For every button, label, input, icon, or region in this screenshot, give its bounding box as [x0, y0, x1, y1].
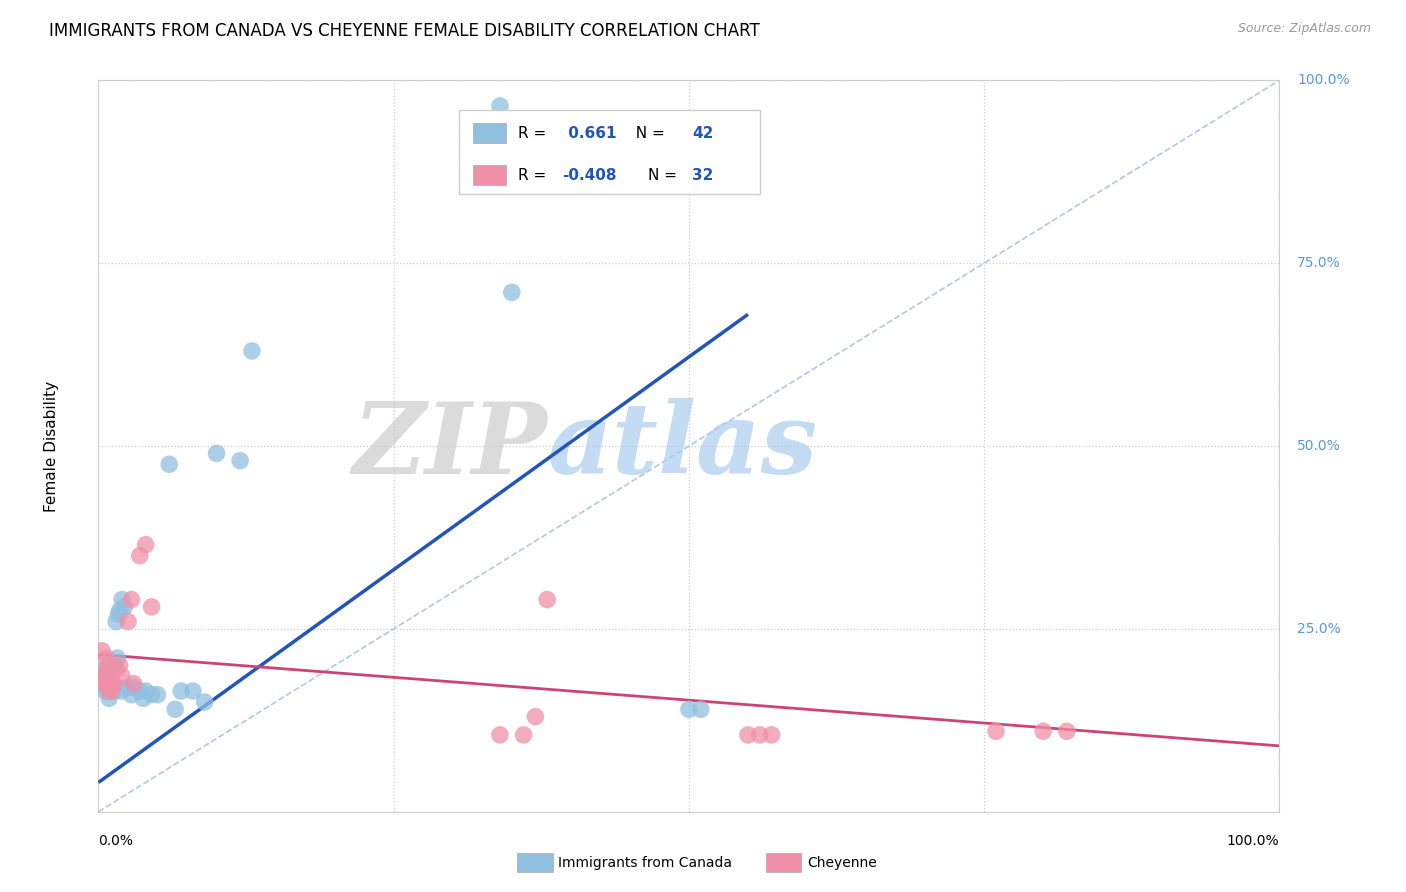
Text: 0.0%: 0.0%	[98, 834, 134, 847]
Text: -0.408: -0.408	[562, 168, 617, 183]
Point	[91, 676, 114, 690]
Point	[689, 702, 711, 716]
Point	[181, 684, 204, 698]
Bar	[472, 165, 506, 186]
Point	[141, 599, 163, 614]
Text: 0.661: 0.661	[562, 126, 616, 141]
Text: N =: N =	[648, 168, 682, 183]
Point	[98, 684, 121, 698]
Point	[105, 615, 128, 629]
Point	[103, 676, 125, 690]
Point	[141, 688, 163, 702]
Point	[121, 592, 143, 607]
Point	[512, 728, 534, 742]
Point	[94, 662, 117, 676]
Point	[94, 684, 117, 698]
Text: 75.0%: 75.0%	[1298, 256, 1341, 270]
Point	[135, 684, 157, 698]
Point	[170, 684, 193, 698]
Point	[536, 592, 558, 607]
Point	[91, 669, 114, 683]
Point	[501, 285, 523, 300]
Point	[489, 99, 512, 113]
Point	[101, 662, 124, 676]
Point	[128, 684, 150, 698]
Point	[103, 684, 125, 698]
Point	[96, 669, 118, 683]
Point	[98, 662, 121, 676]
Point	[761, 728, 783, 742]
Text: Immigrants from Canada: Immigrants from Canada	[558, 855, 733, 870]
Point	[105, 662, 128, 676]
Point	[107, 607, 129, 622]
Text: N =: N =	[626, 126, 671, 141]
Text: 100.0%: 100.0%	[1298, 73, 1350, 87]
Point	[678, 702, 700, 716]
Point	[165, 702, 187, 716]
Text: 100.0%: 100.0%	[1227, 834, 1279, 847]
Point	[737, 728, 759, 742]
FancyBboxPatch shape	[458, 110, 759, 194]
Point	[96, 651, 118, 665]
Text: ZIP: ZIP	[353, 398, 547, 494]
Point	[122, 681, 145, 695]
Point	[748, 728, 770, 742]
Point	[1056, 724, 1078, 739]
Point	[121, 688, 143, 702]
Bar	[472, 123, 506, 144]
Point	[524, 709, 547, 723]
Point	[112, 599, 135, 614]
Text: atlas: atlas	[547, 398, 817, 494]
Point	[100, 684, 122, 698]
Point	[111, 669, 134, 683]
Point	[110, 684, 132, 698]
Point	[157, 457, 180, 471]
Point	[117, 615, 139, 629]
Text: Cheyenne: Cheyenne	[807, 855, 877, 870]
Point	[96, 676, 118, 690]
Point	[108, 658, 131, 673]
Point	[97, 684, 120, 698]
Text: 32: 32	[693, 168, 714, 183]
Point	[93, 676, 115, 690]
Point	[97, 676, 120, 690]
Point	[104, 658, 127, 673]
Text: 25.0%: 25.0%	[1298, 622, 1341, 636]
Point	[229, 453, 252, 467]
Point	[122, 676, 145, 690]
Text: 42: 42	[693, 126, 714, 141]
Text: R =: R =	[517, 126, 551, 141]
Point	[98, 676, 121, 690]
Point	[489, 728, 512, 742]
Text: Source: ZipAtlas.com: Source: ZipAtlas.com	[1237, 22, 1371, 36]
Point	[1032, 724, 1054, 739]
Point	[98, 676, 121, 690]
Point	[91, 644, 114, 658]
Point	[97, 658, 120, 673]
Point	[101, 676, 124, 690]
Text: 50.0%: 50.0%	[1298, 439, 1341, 453]
Point	[97, 662, 120, 676]
Point	[93, 669, 115, 683]
Point	[105, 651, 128, 665]
Point	[111, 592, 134, 607]
Point	[146, 688, 169, 702]
Point	[984, 724, 1007, 739]
Point	[205, 446, 228, 460]
Point	[240, 343, 263, 358]
Point	[91, 669, 114, 683]
Point	[128, 549, 150, 563]
Point	[100, 684, 122, 698]
Point	[94, 676, 117, 690]
Text: Female Disability: Female Disability	[44, 380, 59, 512]
Text: R =: R =	[517, 168, 551, 183]
Text: IMMIGRANTS FROM CANADA VS CHEYENNE FEMALE DISABILITY CORRELATION CHART: IMMIGRANTS FROM CANADA VS CHEYENNE FEMAL…	[49, 22, 761, 40]
Point	[108, 603, 131, 617]
Point	[98, 691, 121, 706]
Point	[132, 691, 155, 706]
Point	[117, 681, 139, 695]
Point	[194, 695, 217, 709]
Point	[135, 538, 157, 552]
